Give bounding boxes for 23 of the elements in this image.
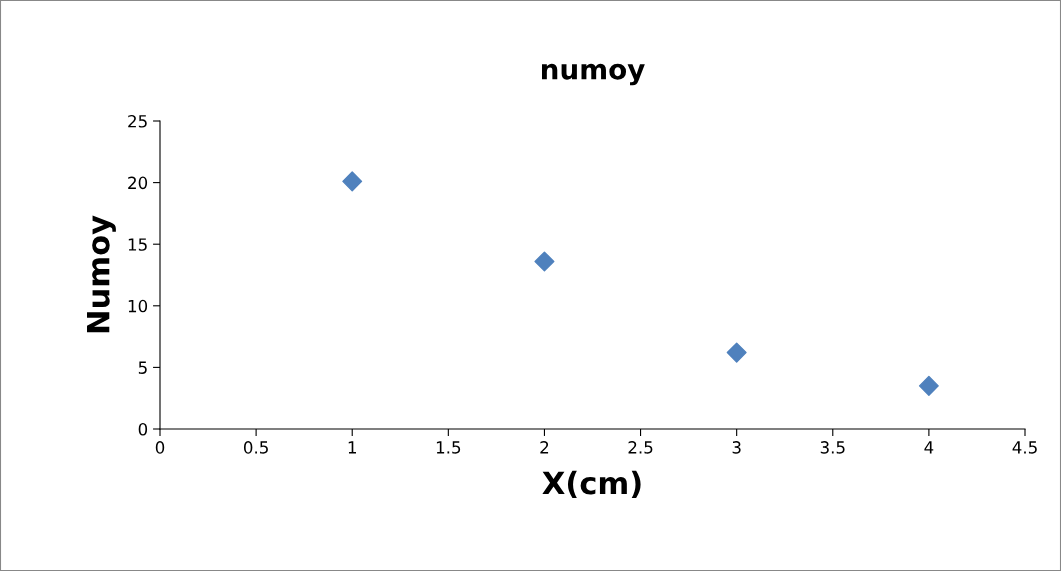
x-tick-label: 4 <box>924 441 934 454</box>
point <box>918 375 939 396</box>
x-tick-label: 0.5 <box>243 441 268 454</box>
chart-title: numoy <box>541 63 645 86</box>
x-axis-title: X(cm) <box>542 470 641 499</box>
x-tick-label: 3 <box>732 441 741 454</box>
x-tick-label: 0 <box>155 441 165 454</box>
y-tick-label: 25 <box>128 114 147 128</box>
x-tick-label: 2.5 <box>628 441 653 454</box>
x-tick-label: 1.5 <box>436 441 461 454</box>
x-tick-label: 4.5 <box>1012 441 1037 454</box>
y-tick-label: 20 <box>128 176 148 190</box>
y-axis-title: Numoy <box>87 215 116 333</box>
y-tick-label: 0 <box>138 422 148 436</box>
y-tick-label: 15 <box>128 238 147 251</box>
point <box>534 251 555 272</box>
x-tick-label: 3.5 <box>820 441 845 454</box>
point <box>726 342 747 363</box>
y-tick-label: 10 <box>128 299 148 313</box>
point <box>342 171 363 192</box>
x-tick-label: 1 <box>348 441 356 454</box>
y-tick-label: 5 <box>138 361 147 374</box>
x-tick-label: 2 <box>540 441 549 454</box>
